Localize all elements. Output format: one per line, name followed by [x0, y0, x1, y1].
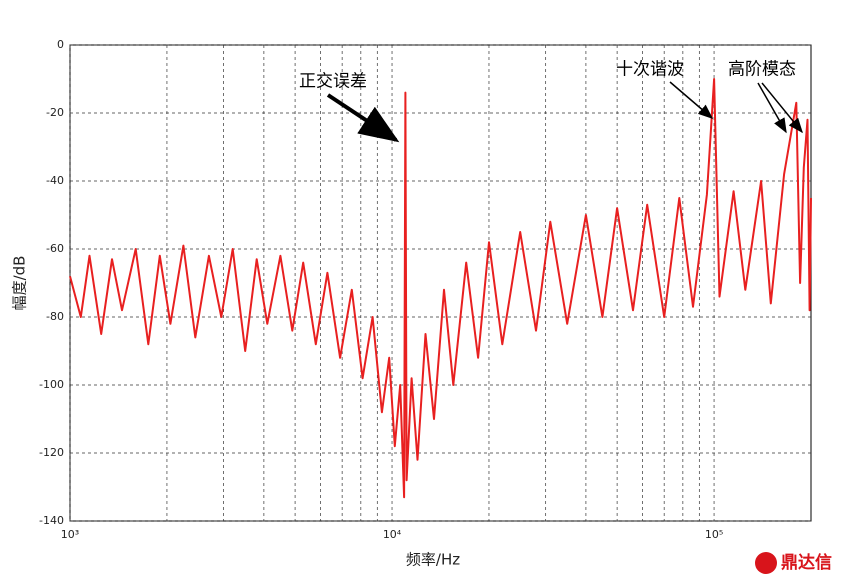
y-tick-label: -100: [39, 378, 64, 391]
y-tick-label: -60: [46, 242, 64, 255]
y-tick-label: -120: [39, 446, 64, 459]
arrow: [757, 82, 787, 134]
annotation: 高阶模态: [728, 60, 796, 80]
y-tick-label: -80: [46, 310, 64, 323]
spectrum-line: [69, 78, 812, 499]
y-tick-label: -20: [46, 106, 64, 119]
plot-area: [69, 44, 812, 522]
x-axis-label: 频率/Hz: [406, 551, 460, 569]
x-tick-label: 10⁴: [383, 528, 402, 541]
arrow: [669, 81, 714, 119]
arrow: [326, 93, 400, 143]
watermark: 鼎达信: [781, 552, 832, 573]
logo: [755, 552, 777, 574]
y-axis-label: 幅度/dB: [11, 256, 29, 311]
x-tick-label: 10³: [61, 528, 79, 541]
annotation: 十次谐波: [616, 60, 684, 80]
annotation: 正交误差: [299, 72, 367, 92]
y-tick-label: -40: [46, 174, 64, 187]
x-tick-label: 10⁵: [705, 528, 723, 541]
y-tick-label: 0: [57, 38, 64, 51]
y-tick-label: -140: [39, 514, 64, 527]
arrow: [761, 82, 803, 134]
